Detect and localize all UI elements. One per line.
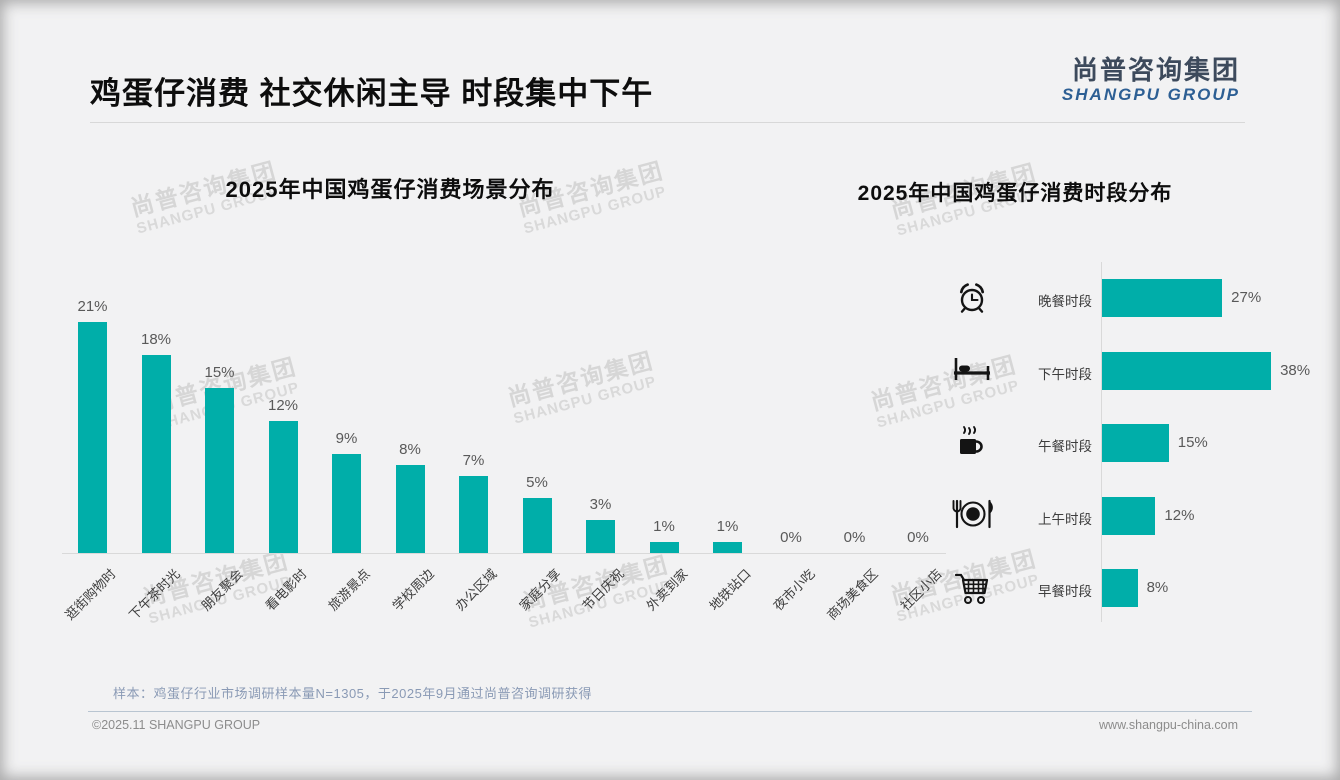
logo: 尚普咨询集团 SHANGPU GROUP: [1062, 56, 1240, 105]
category-label: 商场美食区: [824, 566, 882, 623]
scene-bar-chart: 21% 逛街购物时 18% 下午茶时光 15% 朋友聚会 12% 看电影时 9% 旅游景点 8% 学校…: [62, 262, 946, 662]
category-label: 逛街购物时: [62, 566, 120, 623]
time-period-label: 上午时段: [1038, 511, 1092, 527]
time-period-label: 午餐时段: [1038, 439, 1092, 454]
bar-value-label: 0%: [907, 529, 929, 546]
time-period-label: 早餐时段: [1038, 584, 1092, 599]
category-label: 朋友聚会: [198, 566, 247, 614]
bar-value-label: 12%: [267, 397, 299, 414]
bar-value-label: 21%: [77, 298, 108, 315]
bar-value-label: 15%: [204, 364, 235, 381]
footer-divider: [88, 711, 1252, 712]
bar-value-label: 0%: [780, 529, 802, 546]
category-label: 夜市小吃: [770, 566, 818, 614]
bar-value-label: 1%: [653, 518, 675, 535]
category-label: 社区小店: [897, 566, 945, 614]
bar-value-label: 27%: [1231, 289, 1262, 306]
footer-copyright: ©2025.11 SHANGPU GROUP: [92, 718, 261, 732]
bar: [1102, 351, 1272, 390]
bed-icon: [950, 353, 994, 383]
bar-value-label: 12%: [1164, 506, 1195, 524]
category-label: 旅游景点: [325, 566, 374, 614]
bar-value-label: 7%: [462, 452, 485, 469]
bar: [586, 520, 615, 553]
category-label: 地铁站口: [706, 566, 755, 614]
bar: [332, 454, 361, 553]
bar: [268, 421, 298, 553]
bar-value-label: 9%: [335, 430, 358, 447]
category-label: 家庭分享: [516, 566, 564, 614]
time-period-label: 下午时段: [1038, 366, 1092, 382]
bar: [1102, 424, 1169, 462]
time-bar-chart: 晚餐时段 27% 下午时段 38% 午餐时段 15% 上午时段 12% 早餐时段 8%: [940, 262, 1310, 624]
title-divider: [90, 122, 1245, 123]
logo-text-cn: 尚普咨询集团: [1071, 55, 1240, 85]
scene-chart-title: 2025年中国鸡蛋仔消费场景分布: [225, 177, 555, 202]
time-chart-title: 2025年中国鸡蛋仔消费时段分布: [857, 182, 1173, 205]
bar: [1102, 496, 1156, 535]
shopping-cart-icon: [950, 570, 994, 606]
x-axis-line: [62, 553, 946, 554]
category-label: 办公区域: [452, 566, 501, 614]
bar-value-label: 1%: [716, 518, 739, 535]
bar-value-label: 3%: [589, 496, 612, 513]
time-period-label: 晚餐时段: [1038, 294, 1092, 309]
bar: [713, 542, 742, 553]
sample-note: 样本：鸡蛋仔行业市场调研样本量N=1305，于2025年9月通过尚普咨询调研获得: [113, 686, 593, 701]
category-label: 节日庆祝: [579, 566, 628, 614]
bar: [78, 322, 107, 553]
coffee-cup-icon: [950, 425, 994, 461]
bar-value-label: 38%: [1280, 361, 1311, 379]
category-label: 学校周边: [389, 566, 437, 614]
bar: [522, 498, 552, 553]
footer-website: www.shangpu-china.com: [1099, 718, 1238, 732]
bar-value-label: 0%: [843, 529, 866, 546]
bar-value-label: 15%: [1177, 434, 1208, 451]
page-title: 鸡蛋仔消费 社交休闲主导 时段集中下午: [90, 76, 654, 111]
plate-cutlery-icon: [950, 498, 994, 530]
bar-value-label: 8%: [399, 441, 421, 458]
bar: [205, 388, 234, 553]
logo-text-en: SHANGPU GROUP: [1061, 84, 1240, 104]
bar: [459, 476, 488, 553]
alarm-clock-icon: [950, 280, 994, 316]
bar-value-label: 8%: [1146, 579, 1169, 596]
bar-value-label: 5%: [526, 474, 548, 491]
category-label: 外卖到家: [643, 566, 691, 614]
category-label: 看电影时: [262, 566, 310, 614]
bar: [395, 465, 425, 553]
bar: [1102, 569, 1138, 607]
bar-value-label: 18%: [140, 331, 172, 348]
category-label: 下午茶时光: [126, 566, 183, 623]
bar: [141, 355, 171, 553]
bar: [649, 542, 679, 553]
y-axis-line: [1101, 262, 1102, 622]
bar: [1102, 279, 1223, 317]
